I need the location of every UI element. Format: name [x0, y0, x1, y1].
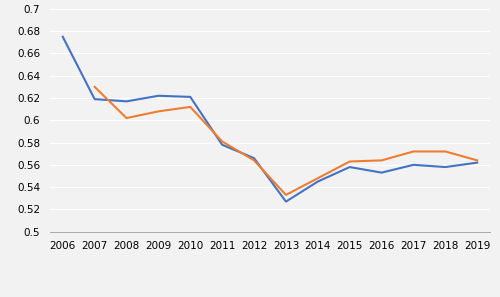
FSM4+ and the rest — [474, 161, 480, 164]
FSM5+ and the rest — [474, 159, 480, 162]
FSM4+ and the rest — [346, 165, 352, 169]
FSM4+ and the rest — [410, 163, 416, 167]
FSM4+ and the rest — [92, 97, 98, 101]
FSM5+ and the rest — [92, 85, 98, 89]
FSM4+ and the rest — [219, 143, 225, 147]
FSM5+ and the rest — [410, 150, 416, 153]
FSM4+ and the rest — [378, 171, 384, 174]
FSM4+ and the rest — [156, 94, 162, 97]
FSM5+ and the rest — [188, 105, 194, 109]
FSM5+ and the rest — [315, 176, 321, 180]
FSM5+ and the rest — [346, 160, 352, 163]
Line: FSM4+ and the rest: FSM4+ and the rest — [63, 37, 477, 202]
FSM5+ and the rest — [251, 159, 257, 162]
FSM4+ and the rest — [442, 165, 448, 169]
FSM5+ and the rest — [442, 150, 448, 153]
FSM4+ and the rest — [283, 200, 289, 203]
FSM4+ and the rest — [60, 35, 66, 39]
FSM5+ and the rest — [219, 140, 225, 143]
FSM4+ and the rest — [315, 180, 321, 183]
FSM4+ and the rest — [188, 95, 194, 99]
FSM5+ and the rest — [283, 193, 289, 197]
FSM5+ and the rest — [124, 116, 130, 120]
FSM4+ and the rest — [124, 99, 130, 103]
FSM4+ and the rest — [251, 157, 257, 160]
FSM5+ and the rest — [378, 159, 384, 162]
FSM5+ and the rest — [156, 110, 162, 113]
Line: FSM5+ and the rest: FSM5+ and the rest — [94, 87, 477, 195]
